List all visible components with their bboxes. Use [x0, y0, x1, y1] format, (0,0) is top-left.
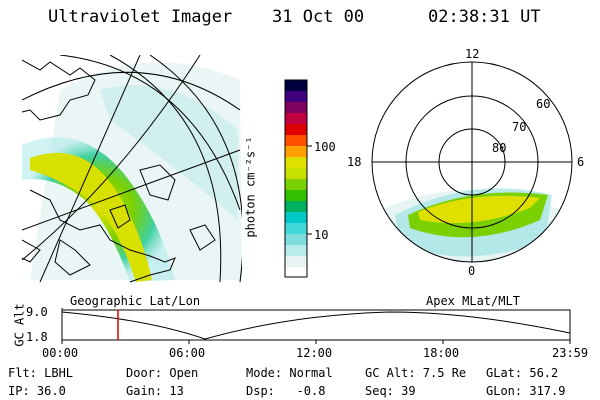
gc-alt-axis-label: GC Alt: [12, 303, 27, 347]
time-label: 02:38:31 UT: [428, 7, 541, 27]
apex-label: Apex MLat/MLT: [426, 294, 520, 308]
colorbar: [284, 79, 312, 278]
x-tick-2359: 23:59: [552, 346, 589, 360]
y-tick-9: 9.0: [26, 305, 48, 319]
altitude-timeline: [61, 308, 571, 344]
gc-alt-info: GC Alt: 7.5 Re: [365, 366, 467, 380]
mode-info: Mode: Normal: [246, 366, 333, 380]
x-tick-1800: 18:00: [423, 346, 460, 360]
mlt-label-6: 6: [577, 155, 585, 169]
seq-info: Seq: 39: [365, 384, 416, 398]
colorbar-tick-10: 10: [314, 228, 329, 242]
date-label: 31 Oct 00: [272, 7, 365, 27]
mlt-label-18: 18: [347, 155, 362, 169]
gain-info: Gain: 13: [126, 384, 184, 398]
colorbar-tick-100: 100: [314, 140, 336, 154]
glon-info: GLon: 317.9: [486, 384, 566, 398]
colorbar-unit-label: photon cm⁻²s⁻¹: [243, 136, 258, 238]
mlt-label-0: 0: [468, 264, 476, 278]
lat-label-60: 60: [536, 97, 551, 111]
dsp-info: Dsp: -0.8: [246, 384, 326, 398]
x-tick-0600: 06:00: [169, 346, 206, 360]
geographic-label: Geographic Lat/Lon: [70, 294, 201, 308]
lat-label-80: 80: [492, 141, 507, 155]
flt-info: Flt: LBHL: [8, 366, 74, 380]
lat-label-70: 70: [512, 120, 527, 134]
polar-plot: [371, 61, 573, 263]
y-tick-1-8: 1.8: [26, 330, 48, 344]
ip-info: IP: 36.0: [8, 384, 66, 398]
x-tick-0000: 00:00: [42, 346, 79, 360]
mlt-label-12: 12: [465, 47, 480, 61]
x-tick-1200: 12:00: [296, 346, 333, 360]
glat-info: GLat: 56.2: [486, 366, 559, 380]
app-title: Ultraviolet Imager: [48, 7, 233, 27]
door-info: Door: Open: [126, 366, 199, 380]
